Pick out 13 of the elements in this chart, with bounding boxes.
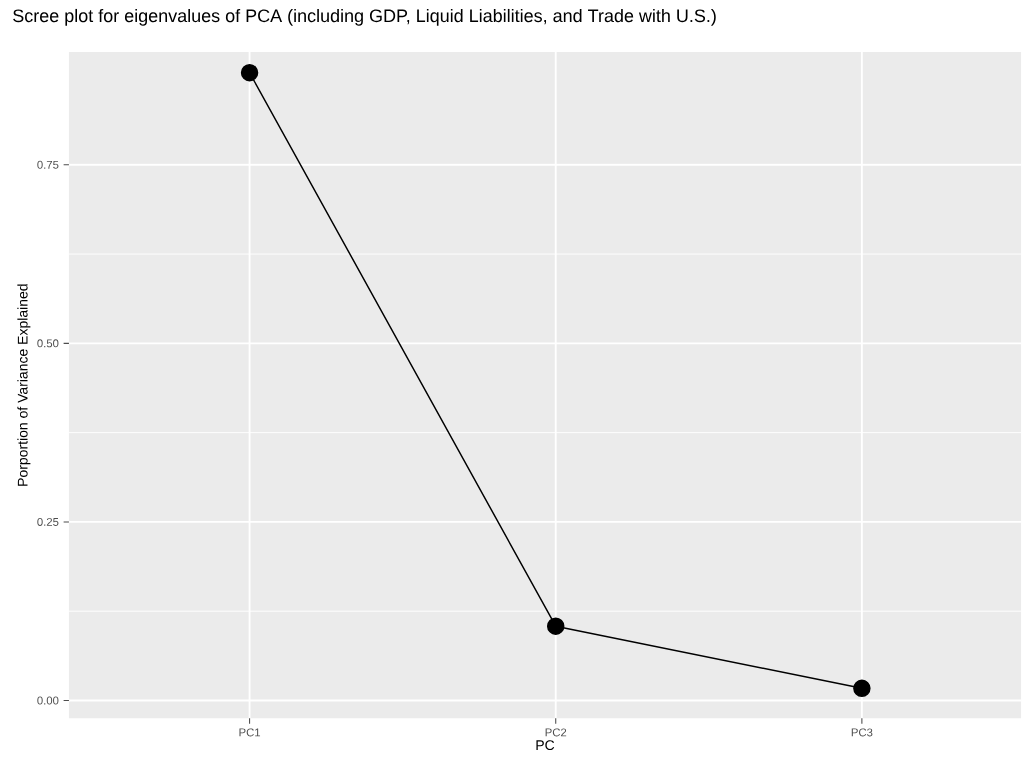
- y-axis-title: Porportion of Variance Explained: [17, 284, 31, 486]
- x-tick-label: PC3: [851, 728, 873, 737]
- chart-title: Scree plot for eigenvalues of PCA (including GDP, Liquid Liabilities, and Trade with U.S.): [13, 8, 716, 26]
- y-tick-label: 0.50: [37, 339, 59, 348]
- y-tick-label: 0.00: [37, 696, 59, 705]
- point: [240, 63, 259, 82]
- point: [853, 679, 871, 697]
- x-tick-label: PC2: [545, 728, 567, 737]
- y-tick-label: 0.25: [37, 517, 59, 526]
- point: [546, 617, 565, 635]
- y-tick-label: 0.75: [37, 160, 59, 169]
- x-axis-title: PC: [536, 740, 555, 750]
- x-tick-label: PC1: [239, 728, 261, 737]
